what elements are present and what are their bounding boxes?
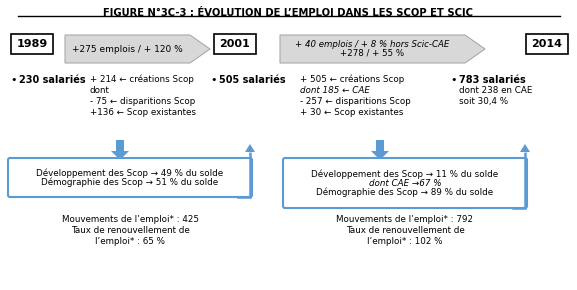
Text: Développement des Scop → 11 % du solde: Développement des Scop → 11 % du solde <box>312 169 499 179</box>
Text: 505 salariés: 505 salariés <box>219 75 286 85</box>
Text: Mouvements de l’emploi* : 792: Mouvements de l’emploi* : 792 <box>336 215 474 224</box>
Polygon shape <box>117 140 123 151</box>
Text: + 214 ← créations Scop: + 214 ← créations Scop <box>90 75 194 84</box>
Text: Taux de renouvellement de: Taux de renouvellement de <box>346 226 464 235</box>
Text: l’emploi* : 102 %: l’emploi* : 102 % <box>367 237 443 246</box>
Text: 1989: 1989 <box>16 39 48 49</box>
Text: •: • <box>210 75 216 85</box>
Text: •: • <box>450 75 456 85</box>
Polygon shape <box>245 144 255 152</box>
Text: 783 salariés: 783 salariés <box>459 75 526 85</box>
Polygon shape <box>65 35 210 63</box>
Text: dont CAE →67 %: dont CAE →67 % <box>369 179 441 188</box>
Text: FIGURE N°3C-3 : ÉVOLUTION DE L’EMPLOI DANS LES SCOP ET SCIC: FIGURE N°3C-3 : ÉVOLUTION DE L’EMPLOI DA… <box>103 8 473 18</box>
Text: - 75 ← disparitions Scop: - 75 ← disparitions Scop <box>90 97 195 106</box>
Text: 2001: 2001 <box>220 39 250 49</box>
Text: l’emploi* : 65 %: l’emploi* : 65 % <box>95 237 165 246</box>
Text: dont 185 ← CAE: dont 185 ← CAE <box>300 86 370 95</box>
Text: - 257 ← disparitions Scop: - 257 ← disparitions Scop <box>300 97 411 106</box>
Text: 2014: 2014 <box>531 39 563 49</box>
FancyBboxPatch shape <box>283 158 527 208</box>
Text: +136 ← Scop existantes: +136 ← Scop existantes <box>90 108 196 117</box>
Text: Mouvements de l’emploi* : 425: Mouvements de l’emploi* : 425 <box>62 215 198 224</box>
Text: dont 238 en CAE: dont 238 en CAE <box>459 86 533 95</box>
Text: Taux de renouvellement de: Taux de renouvellement de <box>70 226 189 235</box>
Text: Démographie des Scop → 89 % du solde: Démographie des Scop → 89 % du solde <box>316 187 493 197</box>
Text: Développement des Scop → 49 % du solde: Développement des Scop → 49 % du solde <box>36 168 223 178</box>
Polygon shape <box>520 144 530 152</box>
Text: 230 salariés: 230 salariés <box>19 75 85 85</box>
Polygon shape <box>111 151 129 160</box>
FancyBboxPatch shape <box>214 34 256 54</box>
Polygon shape <box>280 35 485 63</box>
Text: +275 emplois / + 120 %: +275 emplois / + 120 % <box>72 44 183 53</box>
Text: + 505 ← créations Scop: + 505 ← créations Scop <box>300 75 404 84</box>
Polygon shape <box>371 151 389 160</box>
FancyBboxPatch shape <box>8 158 252 197</box>
FancyBboxPatch shape <box>526 34 568 54</box>
Text: Démographie des Scop → 51 % du solde: Démographie des Scop → 51 % du solde <box>42 177 219 187</box>
Text: + 40 emplois / + 8 % hors Scic-CAE: + 40 emplois / + 8 % hors Scic-CAE <box>295 40 449 49</box>
Text: •: • <box>10 75 17 85</box>
Polygon shape <box>376 140 384 151</box>
FancyBboxPatch shape <box>11 34 53 54</box>
Text: +278 / + 55 %: +278 / + 55 % <box>340 49 404 58</box>
Text: dont: dont <box>90 86 110 95</box>
Text: soit 30,4 %: soit 30,4 % <box>459 97 508 106</box>
Text: + 30 ← Scop existantes: + 30 ← Scop existantes <box>300 108 403 117</box>
